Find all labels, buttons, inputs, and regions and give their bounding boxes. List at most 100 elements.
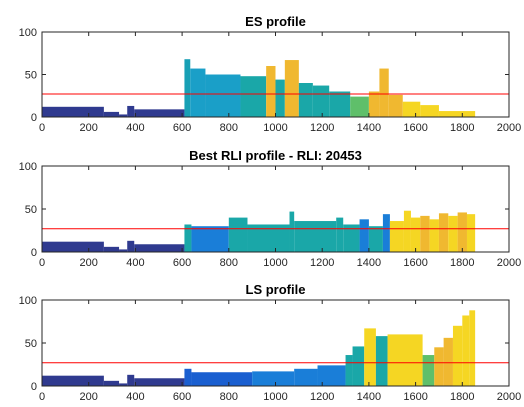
x-tick-label: 800 [220, 122, 238, 134]
chart-panel-1: 0 200 400 600 800 1000 1200 1400 1600 1800 2000 0 50… [19, 14, 522, 134]
x-tick-label: 0 [39, 122, 45, 134]
profile-bar [42, 242, 104, 252]
profile-bar [439, 213, 448, 252]
profile-bar [388, 334, 423, 386]
profile-bar [390, 221, 404, 252]
profile-bar [229, 218, 248, 252]
x-tick-label: 200 [80, 122, 98, 134]
y-tick-label: 0 [31, 381, 37, 393]
profile-bar [448, 216, 457, 252]
x-tick-label: 0 [39, 391, 45, 403]
x-tick-label: 1400 [357, 391, 381, 403]
x-tick-label: 400 [126, 122, 144, 134]
profile-bar [134, 378, 184, 386]
profile-bar [252, 371, 294, 386]
profile-bar [453, 326, 462, 386]
y-tick-label: 100 [19, 295, 37, 307]
y-tick-label: 0 [31, 112, 37, 124]
y-tick-label: 0 [31, 247, 37, 259]
x-tick-label: 400 [126, 257, 144, 269]
profile-bar [191, 372, 252, 386]
profile-bar [294, 369, 317, 386]
x-tick-label: 1000 [263, 257, 287, 269]
x-tick-label: 1800 [450, 257, 474, 269]
chart-title: LS profile [246, 282, 306, 297]
x-tick-label: 2000 [497, 391, 521, 403]
x-tick-label: 2000 [497, 122, 521, 134]
profile-bar [467, 214, 475, 252]
profile-bar [469, 310, 475, 386]
profile-bar [350, 97, 369, 117]
profile-bar [134, 109, 184, 117]
profile-bar [403, 102, 421, 117]
chart-panel-2: 0 200 400 600 800 1000 1200 1400 1600 1800 2000050… [19, 148, 522, 269]
profile-bar [404, 211, 411, 252]
x-tick-label: 1600 [403, 257, 427, 269]
profile-bar [430, 219, 439, 252]
profile-bar [104, 247, 119, 252]
profile-bar [42, 376, 104, 386]
x-tick-label: 1800 [450, 391, 474, 403]
profile-bar [423, 355, 435, 386]
x-tick-label: 800 [220, 257, 238, 269]
profile-bar [294, 221, 336, 252]
profile-bar [439, 111, 475, 117]
profile-bar [285, 60, 299, 117]
profile-bar [190, 69, 205, 117]
profile-bar [205, 75, 240, 118]
x-tick-label: 1000 [263, 391, 287, 403]
profile-bar [104, 112, 119, 117]
profile-bar [127, 106, 134, 117]
profile-bar [276, 80, 285, 117]
profile-bar [191, 226, 228, 252]
profile-bar [346, 355, 353, 386]
profile-bar [290, 212, 295, 252]
chart-panel-3: 0 200 400 600 800 1000 1200 1400 1600 1800 2000 0 50… [19, 282, 522, 403]
profile-bar [42, 107, 104, 117]
profile-bar [329, 92, 350, 118]
profile-bar [353, 346, 365, 386]
x-tick-label: 800 [220, 391, 238, 403]
profile-bar [420, 105, 439, 117]
profile-bar [127, 375, 134, 386]
chart-title: Best RLI profile - RLI: 20453 [189, 148, 362, 163]
y-tick-label: 50 [25, 204, 37, 216]
profile-bar [420, 216, 429, 252]
x-tick-label: 200 [80, 391, 98, 403]
y-tick-label: 50 [25, 70, 37, 82]
profile-bar [462, 315, 469, 386]
profile-bar [379, 69, 388, 117]
profile-bar [127, 241, 134, 252]
profile-bar [444, 338, 453, 386]
x-tick-label: 1400 [357, 257, 381, 269]
profile-bar [266, 66, 275, 117]
profile-bar [369, 226, 383, 252]
y-tick-label: 100 [19, 161, 37, 173]
x-tick-label: 1600 [403, 122, 427, 134]
x-tick-label: 2000 [497, 257, 521, 269]
profile-bar [369, 92, 380, 118]
profile-bar [336, 218, 343, 252]
x-tick-label: 1600 [403, 391, 427, 403]
profile-bar [104, 381, 119, 386]
profile-bar [240, 76, 266, 117]
profile-bar [134, 244, 184, 252]
profile-bar [360, 219, 369, 252]
x-tick-label: 0 [39, 257, 45, 269]
x-tick-label: 600 [173, 391, 191, 403]
x-tick-label: 400 [126, 391, 144, 403]
y-tick-label: 50 [25, 338, 37, 350]
x-tick-label: 600 [173, 257, 191, 269]
x-tick-label: 1000 [263, 122, 287, 134]
profile-bar [364, 328, 376, 386]
x-tick-label: 1800 [450, 122, 474, 134]
profile-bar [376, 336, 388, 386]
y-tick-label: 100 [19, 27, 37, 39]
chart-title: ES profile [245, 14, 306, 29]
profile-bar [411, 218, 420, 252]
x-tick-label: 1200 [310, 122, 334, 134]
profile-bar [184, 369, 191, 386]
profile-bar [313, 86, 329, 117]
x-tick-label: 1200 [310, 257, 334, 269]
